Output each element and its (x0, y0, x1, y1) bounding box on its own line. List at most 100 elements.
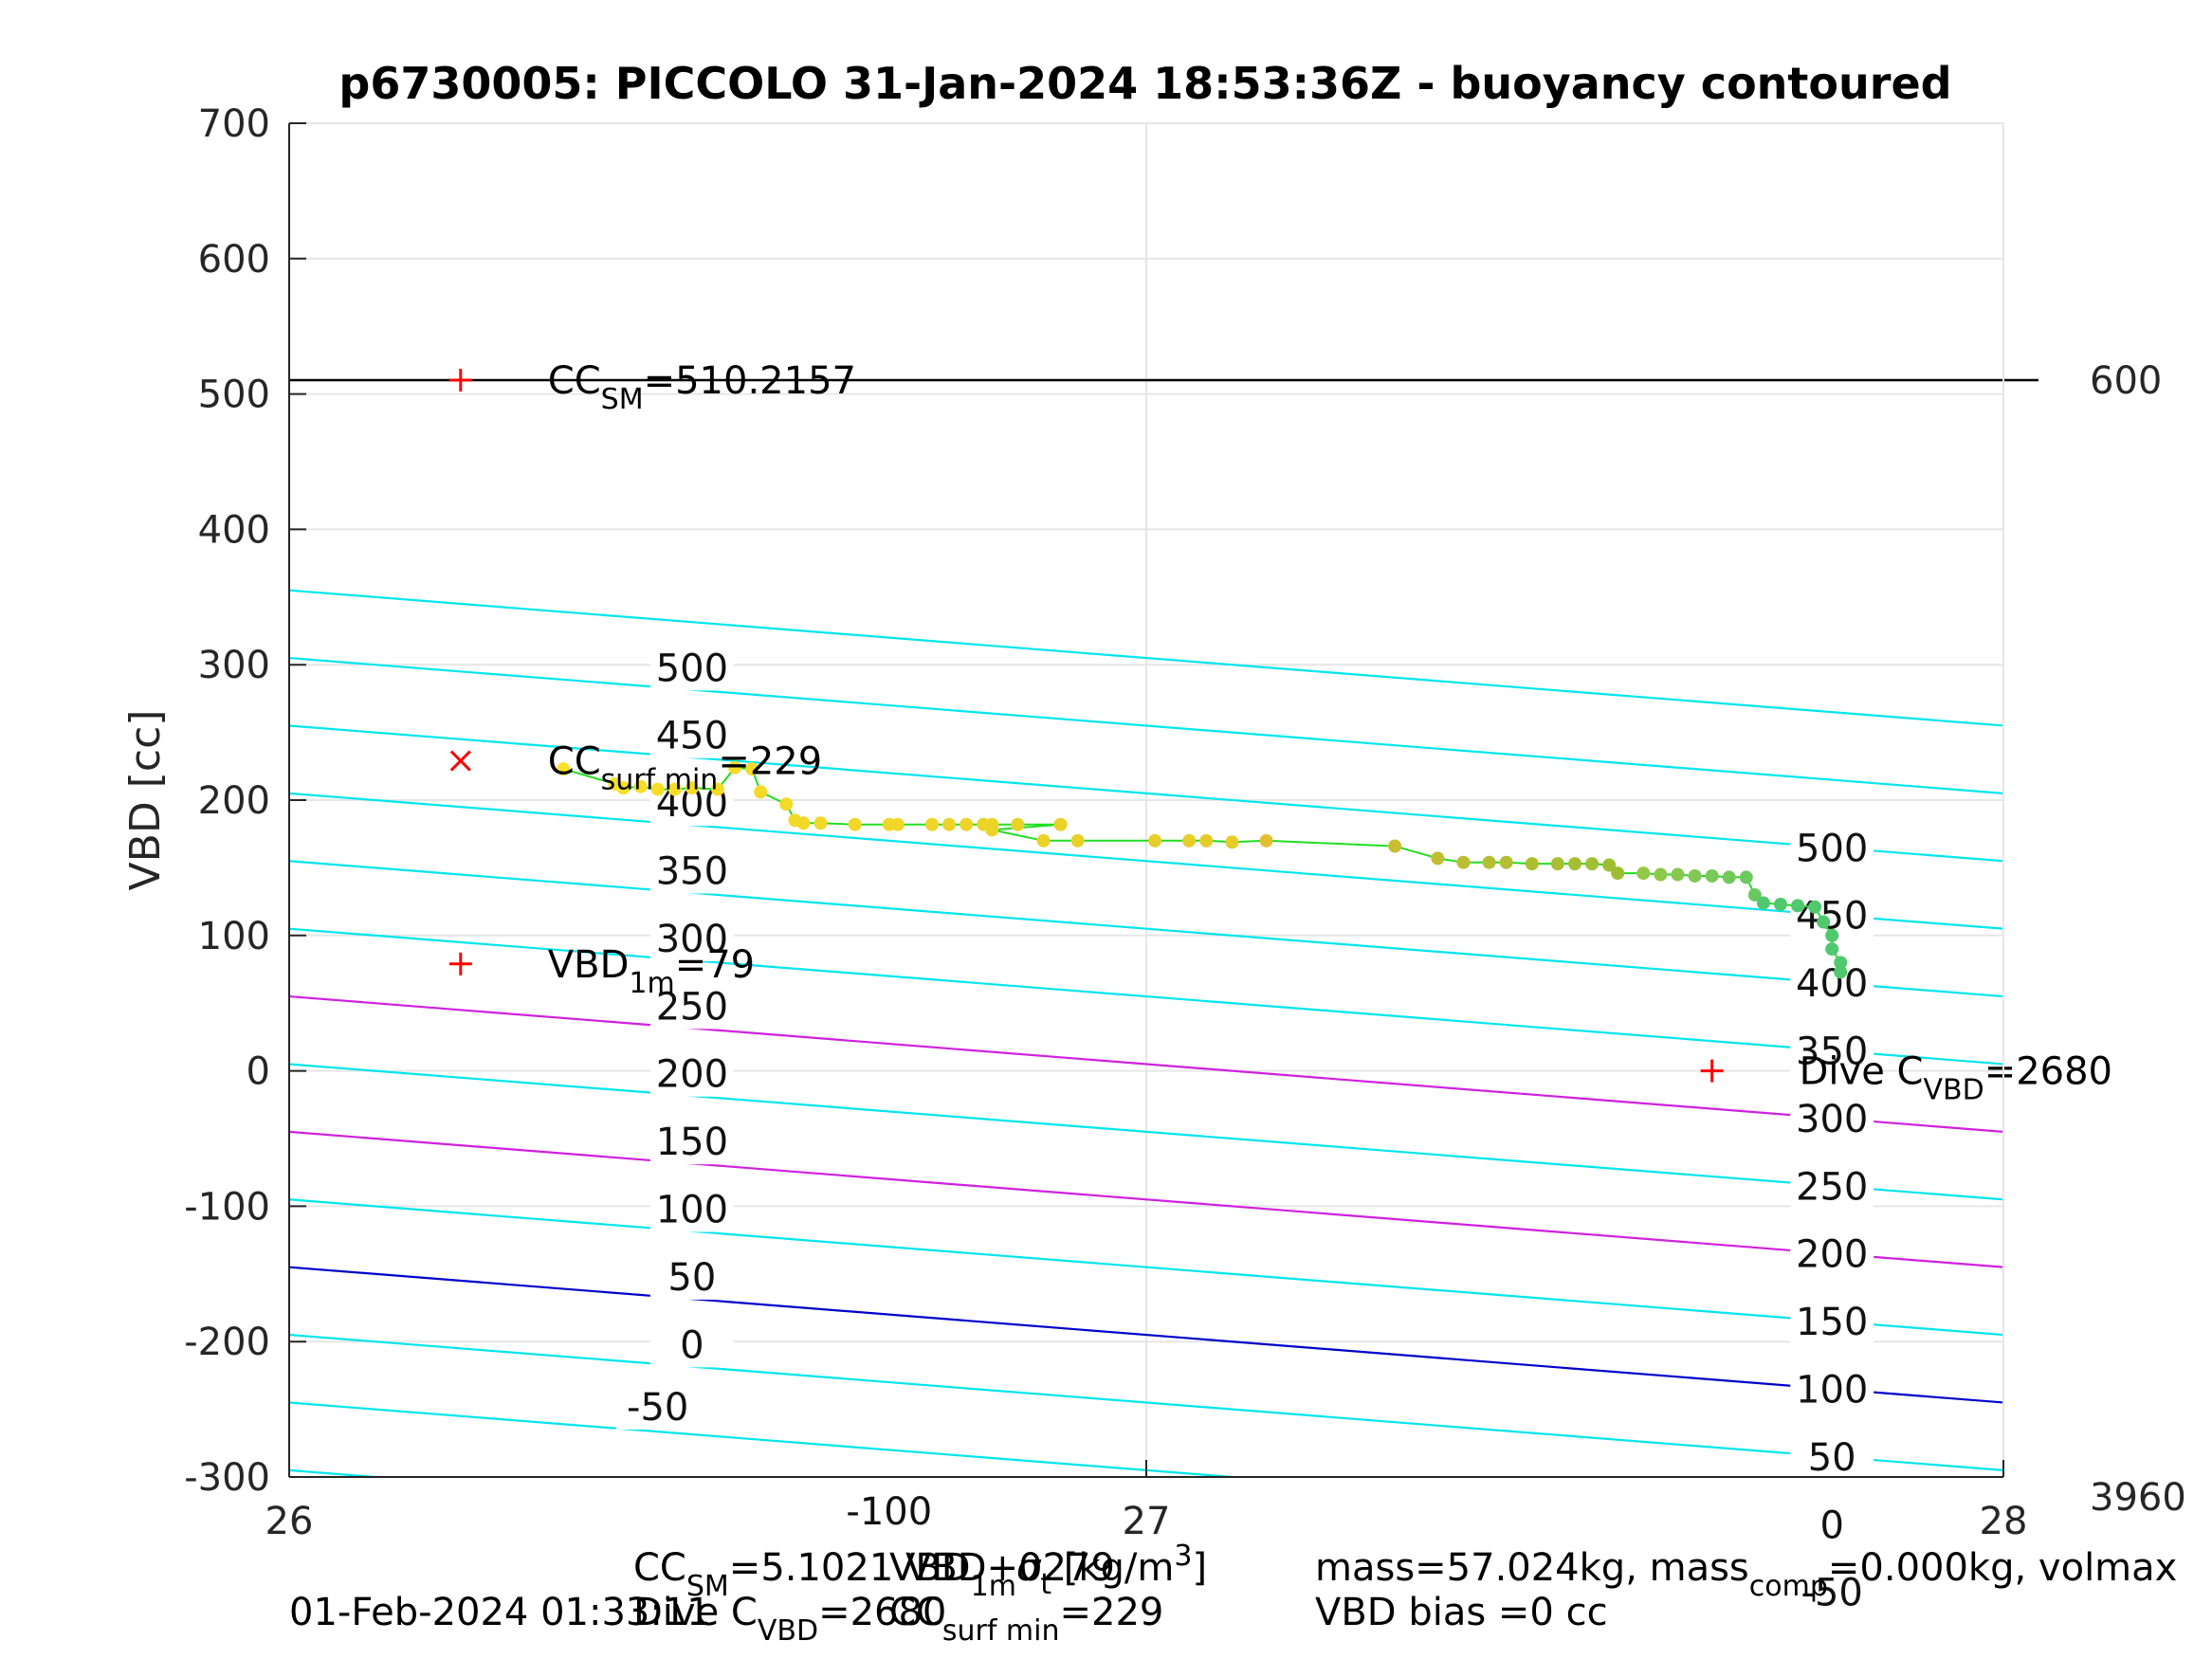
contour-label-left: 300 (656, 918, 728, 961)
marker-vbd-1m: VBD1m=79 (448, 943, 755, 1000)
footer-dive-cvbd: Dive CVBD=2680 (633, 1591, 946, 1648)
marker-dive-c-VBD: Dive CVBD=2680 (1700, 1050, 2112, 1107)
contour-label-bg (1790, 1167, 1874, 1210)
track-point (557, 762, 571, 776)
contour-line-100 (289, 1130, 2003, 1268)
contour-label-left: 100 (656, 1189, 728, 1232)
contour-label-left: 350 (656, 850, 728, 894)
footer-cc-surf-min: CCsurf min=229 (889, 1591, 1163, 1648)
track-point (650, 782, 665, 796)
contour-label-right: 400 (1796, 962, 1868, 1006)
contour-label-right: 200 (1796, 1233, 1868, 1277)
track-point (1053, 817, 1068, 831)
contour-label-bg (649, 1190, 734, 1232)
contour-line-200 (289, 994, 2003, 1133)
y-tick-label: 200 (198, 779, 270, 823)
track-point (754, 785, 768, 799)
dive-track (557, 760, 1848, 979)
track-point (1671, 867, 1685, 882)
track-point (1747, 887, 1762, 902)
contour-label-bg (649, 851, 734, 894)
contour-line-0 (289, 1266, 2003, 1404)
contour-label-right: 50 (1808, 1436, 1856, 1480)
buoyancy-contours (289, 589, 2003, 1477)
contour-label-left: 50 (667, 1256, 716, 1300)
contour-label-left: -100 (846, 1490, 932, 1534)
contour-label-bg (1790, 1505, 1874, 1548)
contour-label-bg (1790, 964, 1874, 1007)
contour-line-500 (289, 589, 2003, 727)
marker-x-stroke (449, 750, 471, 772)
contour-label-bg (649, 987, 734, 1030)
y-tick-label: -100 (184, 1185, 270, 1229)
footer-timestamp: 01-Feb-2024 01:33:11 (289, 1591, 711, 1634)
contour-label-left: 450 (656, 715, 728, 758)
contour-label-left: 500 (656, 647, 728, 690)
track-point (779, 797, 794, 811)
contour-line-250 (289, 927, 2003, 1066)
contour-label-left: -50 (627, 1386, 688, 1430)
track-point (1499, 855, 1513, 869)
track-point (616, 781, 631, 795)
marker-cc-surf-min: CCsurf min=229 (449, 740, 822, 797)
y-axis-label: VBD [cc] (121, 710, 170, 891)
footer-cc-sm-fit: CCSM=5.1021 VBD+0279 (633, 1546, 1115, 1603)
marker-label: CCSM=510.2157 (548, 359, 856, 416)
track-point (1431, 851, 1445, 866)
track-point (1825, 928, 1839, 942)
track-point (1388, 839, 1402, 853)
track-point (1525, 857, 1539, 871)
track-point (848, 817, 862, 831)
contour-label-right: 0 (1819, 1504, 1843, 1547)
contour-line-350 (289, 792, 2003, 930)
contour-labels: 500450400350300250200150100500-50-100500… (615, 647, 1874, 1615)
right-axis-label-bottom: 3960 (2090, 1476, 2186, 1520)
contour-label-bg (847, 1491, 931, 1534)
contour-label-left: 250 (656, 985, 728, 1029)
track-point (925, 817, 939, 831)
contour-line-300 (289, 860, 2003, 998)
y-axis-ticks: -300 -200 -100 0 100 200 300 400 500 600 700 (184, 102, 306, 1500)
y-tick-label: 700 (198, 102, 270, 146)
track-point (1585, 857, 1600, 871)
x-tick-label: 26 (265, 1500, 314, 1543)
track-point (1688, 868, 1702, 883)
track-point (1654, 867, 1668, 882)
track-point (1225, 835, 1239, 849)
marker-label: VBD1m=79 (548, 943, 755, 1000)
track-point (728, 760, 742, 775)
contour-label-bg (615, 1388, 700, 1431)
track-point (1722, 870, 1736, 884)
contour-label-bg (1790, 1303, 1874, 1345)
track-point (1259, 833, 1273, 848)
marker-label: CCsurf min=229 (548, 740, 822, 797)
track-point (633, 779, 648, 793)
track-point (942, 817, 957, 831)
track-point (1070, 833, 1085, 848)
contour-label-bg (1790, 1437, 1874, 1480)
track-point (1011, 817, 1025, 831)
chart-title: p6730005: PICCOLO 31-Jan-2024 18:53:36Z … (338, 58, 1951, 109)
track-point (1182, 833, 1197, 848)
track-point (1834, 965, 1848, 979)
track-point (1705, 868, 1719, 883)
track-point (1199, 833, 1214, 848)
track-point (1148, 833, 1162, 848)
contour-label-bg (1790, 1370, 1874, 1413)
track-point (1568, 857, 1581, 871)
contour-label-bg (649, 1054, 734, 1097)
marker-cc-SM: CCSM=510.2157 (448, 359, 856, 416)
track-point (685, 781, 699, 795)
x-tick-label: 27 (1123, 1500, 1171, 1543)
contour-label-bg (649, 919, 734, 961)
track-point (796, 816, 811, 830)
contour-label-bg (1790, 1234, 1874, 1277)
track-point (890, 817, 905, 831)
track-point (1611, 866, 1625, 881)
contour-label-right: 100 (1796, 1368, 1868, 1412)
track-point (1791, 899, 1805, 913)
x-tick-label: 28 (1980, 1500, 2028, 1543)
contour-label-left: 200 (656, 1053, 728, 1097)
contour-label-bg (1790, 829, 1874, 871)
